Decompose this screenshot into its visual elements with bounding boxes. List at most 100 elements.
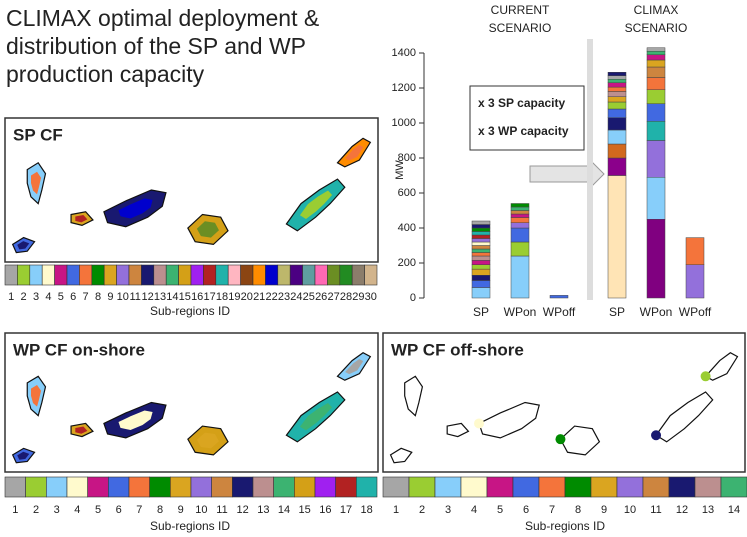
legend-id: 9 xyxy=(178,504,184,516)
title-line: distribution of the SP and WP xyxy=(6,33,306,59)
legend-swatch xyxy=(409,477,435,497)
legend-id: 1 xyxy=(8,291,14,303)
legend-id: 12 xyxy=(676,504,688,516)
bar-segment xyxy=(511,214,529,218)
bar-segment xyxy=(647,219,665,298)
bar-segment xyxy=(608,176,626,299)
bar-segment xyxy=(608,72,626,76)
bar-segment xyxy=(647,48,665,52)
legend-swatch xyxy=(340,265,352,285)
bar-segment xyxy=(686,265,704,298)
x-tick-label: WPon xyxy=(504,305,537,319)
annotation: x 3 WP capacity xyxy=(478,124,569,138)
bar-segment xyxy=(511,223,529,228)
legend-id: 14 xyxy=(278,504,290,516)
legend-id: 5 xyxy=(58,291,64,303)
legend-swatch xyxy=(154,265,166,285)
legend-id: 10 xyxy=(624,504,636,516)
legend-swatch xyxy=(191,477,212,497)
bar-segment xyxy=(608,144,626,158)
y-tick-label: 400 xyxy=(398,222,416,234)
bar-segment xyxy=(608,102,626,109)
bar-segment xyxy=(647,60,665,67)
x-tick-label: WPoff xyxy=(543,305,576,319)
legend-swatch xyxy=(5,265,17,285)
legend-swatch xyxy=(191,265,203,285)
legend-id: 3 xyxy=(445,504,451,516)
annotation: x 3 SP capacity xyxy=(478,96,565,110)
legend-id: 25 xyxy=(303,291,315,303)
offshore-zone xyxy=(651,430,661,440)
legend-id: 4 xyxy=(45,291,51,303)
axis-label: Sub-regions ID xyxy=(150,304,230,318)
group-label: CLIMAX xyxy=(634,3,679,17)
y-tick-label: 600 xyxy=(398,187,416,199)
legend-id: 1 xyxy=(12,504,18,516)
bar-segment xyxy=(608,87,626,91)
legend-swatch xyxy=(513,477,539,497)
bar-segment xyxy=(472,246,490,250)
bar-segment xyxy=(511,204,529,208)
legend-swatch xyxy=(67,265,79,285)
legend-swatch xyxy=(539,477,565,497)
legend-id: 12 xyxy=(237,504,249,516)
legend-swatch xyxy=(203,265,215,285)
legend-id: 28 xyxy=(340,291,352,303)
legend-id: 30 xyxy=(365,291,377,303)
bar-segment xyxy=(511,242,529,256)
legend-swatch xyxy=(265,265,277,285)
bar-segment xyxy=(472,239,490,243)
y-tick-label: 0 xyxy=(410,292,416,304)
offshore-zone xyxy=(474,418,484,428)
legend-swatch xyxy=(356,477,377,497)
legend-swatch xyxy=(253,477,274,497)
bar-segment xyxy=(647,121,665,140)
x-tick-label: SP xyxy=(609,305,625,319)
legend-swatch xyxy=(104,265,116,285)
offshore-zone xyxy=(555,434,565,444)
bar-segment xyxy=(647,104,665,122)
legend-swatch xyxy=(315,265,327,285)
legend-swatch xyxy=(129,477,150,497)
bar-segment xyxy=(511,218,529,223)
y-tick-label: 1400 xyxy=(392,47,416,59)
legend-id: 2 xyxy=(33,504,39,516)
bar-segment xyxy=(472,228,490,232)
legend-id: 13 xyxy=(154,291,166,303)
bar-segment xyxy=(647,51,665,55)
legend-id: 5 xyxy=(95,504,101,516)
group-label: CURRENT xyxy=(491,3,550,17)
legend-id: 6 xyxy=(70,291,76,303)
legend-id: 15 xyxy=(179,291,191,303)
legend-swatch xyxy=(365,265,377,285)
legend-swatch xyxy=(336,477,357,497)
legend-id: 9 xyxy=(107,291,113,303)
legend-id: 8 xyxy=(157,504,163,516)
legend-swatch xyxy=(17,265,29,285)
legend-id: 2 xyxy=(419,504,425,516)
bar-segment xyxy=(511,256,529,298)
legend-id: 7 xyxy=(136,504,142,516)
legend-swatch xyxy=(565,477,591,497)
bar-segment xyxy=(608,97,626,102)
legend-id: 9 xyxy=(601,504,607,516)
x-tick-label: WPon xyxy=(640,305,673,319)
legend-swatch xyxy=(88,477,109,497)
legend-id: 20 xyxy=(241,291,253,303)
axis-label: Sub-regions ID xyxy=(150,519,230,533)
bar-segment xyxy=(647,67,665,78)
legend-id: 19 xyxy=(228,291,240,303)
legend-id: 13 xyxy=(257,504,269,516)
legend-id: 24 xyxy=(290,291,302,303)
y-tick-label: 200 xyxy=(398,257,416,269)
bar-segment xyxy=(472,256,490,260)
legend-id: 15 xyxy=(299,504,311,516)
legend-swatch xyxy=(327,265,339,285)
bar-segment xyxy=(472,288,490,299)
bar-segment xyxy=(472,269,490,275)
legend-swatch xyxy=(92,265,104,285)
legend-id: 3 xyxy=(54,504,60,516)
legend-swatch xyxy=(303,265,315,285)
bar-segment xyxy=(647,78,665,90)
legend-swatch xyxy=(461,477,487,497)
